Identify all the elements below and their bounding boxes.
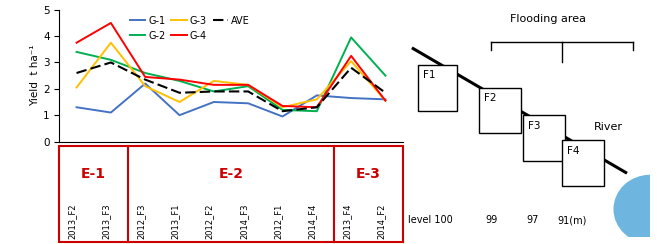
G-2 [73,51,81,53]
G-4 [141,75,149,78]
G-1 [107,111,115,114]
G-1 [141,82,149,85]
AVE [347,66,355,69]
G-1 [313,94,321,97]
AVE [313,106,321,109]
Text: River: River [594,122,623,132]
G-3 [279,106,286,109]
G-3 [141,85,149,88]
G-3 [210,80,218,82]
Text: 2012_F2: 2012_F2 [205,204,214,239]
AVE [141,78,149,81]
Text: 91(m): 91(m) [557,215,587,225]
Text: E-1: E-1 [81,167,106,182]
G-3 [347,60,355,63]
Text: Flooding area: Flooding area [510,14,585,24]
Text: F2: F2 [484,93,496,103]
Text: 99: 99 [485,215,498,225]
G-3 [381,99,389,102]
Text: F4: F4 [566,146,579,156]
Line: G-2: G-2 [77,37,385,111]
Line: G-1: G-1 [77,83,385,116]
G-2 [279,108,286,111]
AVE [73,71,81,74]
G-3 [244,83,252,86]
Text: 2013_F2: 2013_F2 [67,204,77,239]
G-1 [176,114,183,117]
Line: AVE: AVE [77,62,385,111]
Text: 2014_F3: 2014_F3 [239,204,248,239]
G-4 [279,104,286,107]
AVE [279,110,286,113]
G-1 [73,106,81,109]
G-4 [210,83,218,86]
Text: 2013_F4: 2013_F4 [342,204,351,239]
Line: G-3: G-3 [77,43,385,107]
AVE [244,90,252,93]
Bar [523,115,565,161]
G-2 [210,90,218,93]
G-2 [141,71,149,74]
G-4 [347,54,355,57]
Text: 2013_F1: 2013_F1 [170,204,180,239]
G-4 [381,99,389,102]
G-4 [176,78,183,81]
Text: 2012_F3: 2012_F3 [136,204,145,239]
Line: G-4: G-4 [77,23,385,107]
G-4 [107,21,115,24]
Text: F1: F1 [422,70,435,80]
G-3 [73,86,81,89]
AVE [210,90,218,93]
Text: level 100: level 100 [408,215,453,225]
G-2 [244,85,252,88]
Text: E-2: E-2 [218,167,244,182]
Y-axis label: Yield  t ha⁻¹: Yield t ha⁻¹ [30,45,40,106]
G-4 [313,106,321,109]
Text: 2014_F2: 2014_F2 [376,204,385,239]
G-1 [347,97,355,100]
Bar [479,88,521,133]
G-1 [381,98,389,101]
G-2 [313,110,321,113]
G-3 [313,98,321,101]
Text: 2013_F3: 2013_F3 [102,203,111,239]
G-2 [347,36,355,39]
Text: F3: F3 [527,121,540,131]
G-2 [176,80,183,82]
G-4 [73,41,81,44]
Text: 2014_F4: 2014_F4 [308,204,317,239]
Text: E-3: E-3 [356,167,381,182]
G-1 [210,101,218,103]
Bar [562,140,604,186]
AVE [176,91,183,94]
AVE [107,61,115,64]
G-1 [279,115,286,118]
Text: 97: 97 [527,215,539,225]
G-2 [381,74,389,77]
Text: 2012_F1: 2012_F1 [273,204,282,239]
G-3 [107,41,115,44]
Bar [418,65,457,111]
Ellipse shape [614,175,660,244]
G-1 [244,102,252,105]
G-3 [176,101,183,103]
G-4 [244,83,252,86]
AVE [381,91,389,94]
Legend: G-1, G-2, G-3, G-4, AVE: G-1, G-2, G-3, G-4, AVE [126,12,254,45]
G-2 [107,58,115,61]
